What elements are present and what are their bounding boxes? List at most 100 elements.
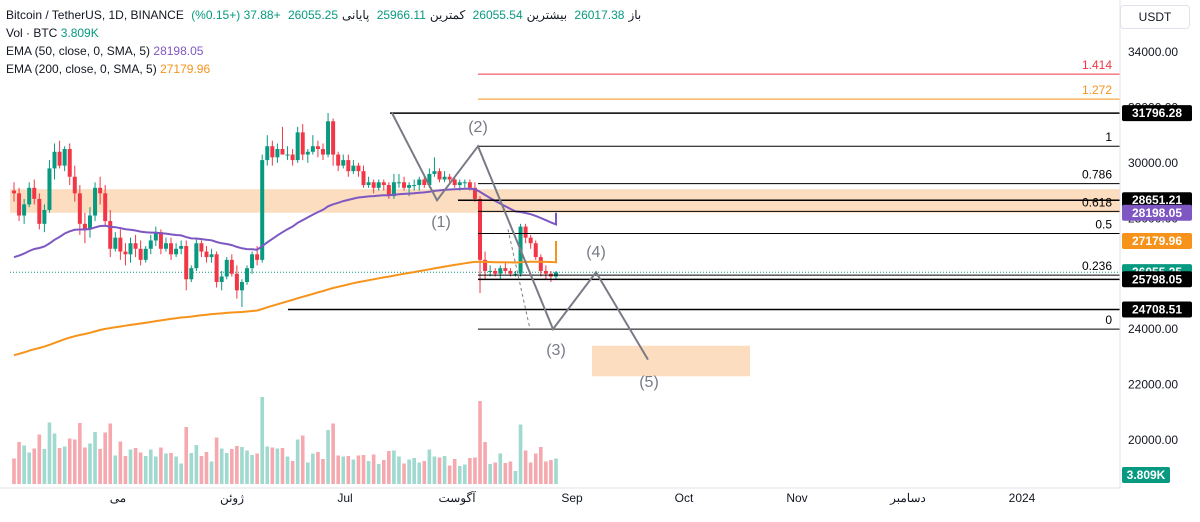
- volume-bar: [397, 456, 401, 484]
- volume-bar: [346, 456, 351, 484]
- candle-body: [391, 182, 396, 197]
- candle-body: [103, 193, 108, 222]
- ema50-label: EMA (50, close, 0, SMA, 5): [6, 44, 151, 58]
- volume-bar: [422, 461, 427, 484]
- volume-bar: [255, 453, 259, 484]
- volume-bar: [240, 447, 244, 484]
- candle-body: [123, 251, 128, 255]
- candle-body: [98, 187, 103, 194]
- volume-bar: [93, 432, 97, 484]
- candle-body: [331, 121, 336, 155]
- candle-body: [427, 173, 432, 186]
- volume-bar: [42, 449, 47, 484]
- volume-bar: [174, 456, 178, 484]
- ema200-line: [13, 241, 557, 357]
- candle-body: [239, 282, 244, 291]
- volume-bar: [549, 460, 553, 484]
- candle-body: [457, 182, 462, 186]
- volume-bar: [351, 459, 356, 484]
- volume-bar: [219, 448, 224, 484]
- price-tick-label: 30000.00: [1128, 156, 1178, 170]
- price-label-text: 24708.51: [1132, 303, 1182, 317]
- volume-bar: [128, 449, 133, 484]
- volume-bar: [468, 458, 472, 484]
- volume-bar: [159, 447, 163, 484]
- candle-body: [42, 209, 47, 224]
- candle-body: [326, 121, 331, 155]
- volume-bar: [417, 462, 422, 484]
- candle-body: [356, 165, 361, 172]
- volume-bar: [57, 448, 62, 484]
- candle-body: [87, 215, 92, 230]
- candle-body: [467, 182, 472, 188]
- candle-body: [376, 182, 381, 188]
- candle-body: [265, 146, 270, 161]
- volume-bar: [336, 455, 340, 484]
- volume-label-box: [1122, 467, 1170, 483]
- fib-level-label: 1.272: [1082, 83, 1112, 97]
- volume-bar: [103, 432, 107, 484]
- volume-bar: [235, 446, 239, 484]
- chart-legend: Bitcoin / TetherUS, 1D, BINANCE باز26017…: [6, 6, 645, 78]
- volume-bar: [412, 458, 416, 484]
- close-label: پایانی: [342, 8, 370, 22]
- candle-body: [543, 270, 548, 274]
- candle-body: [381, 182, 386, 186]
- volume-bar: [508, 461, 513, 484]
- candle-body: [407, 185, 412, 188]
- fibonacci-retracement[interactable]: 1.414 1.272 1 0.786 0.618 0.5 0.236 0: [288, 58, 1120, 330]
- elliott-wave-pattern[interactable]: (1) (2) (3) (4) (5): [391, 112, 659, 391]
- candle-body: [72, 176, 77, 194]
- price-label-box: [1122, 233, 1192, 250]
- legend-ohlc-row: Bitcoin / TetherUS, 1D, BINANCE باز26017…: [6, 6, 645, 24]
- candle-body: [554, 272, 558, 277]
- candle-body: [361, 171, 366, 186]
- volume-bar: [143, 456, 148, 484]
- candle-body: [498, 268, 503, 274]
- candle-body: [250, 254, 255, 269]
- legend-volume-row[interactable]: Vol · BTC 3.809K: [6, 24, 645, 42]
- volume-bar: [164, 453, 168, 484]
- volume-bar: [427, 449, 432, 484]
- low-label: کمترین: [429, 8, 466, 22]
- candle-body: [93, 187, 98, 216]
- symbol-title[interactable]: Bitcoin / TetherUS, 1D, BINANCE: [6, 8, 184, 22]
- time-tick-label: Nov: [786, 491, 807, 505]
- candle-body: [275, 149, 280, 158]
- currency-button[interactable]: USDT: [1120, 5, 1190, 29]
- volume-bar: [37, 434, 42, 484]
- candle-body: [189, 268, 194, 280]
- candle-body: [108, 221, 113, 249]
- volume-bar: [83, 447, 87, 484]
- volume-label-text: 3.809K: [1127, 468, 1166, 482]
- candle-body: [184, 246, 189, 280]
- ema200-value: 27179.96: [160, 62, 211, 76]
- price-label-box: [1122, 105, 1192, 122]
- volume-bar: [523, 450, 528, 484]
- fib-level-label: 0.618: [1082, 195, 1112, 209]
- wave-projection: [507, 229, 531, 330]
- candle-body: [229, 259, 234, 274]
- high-label: بیشترین: [526, 8, 568, 22]
- candle-body: [27, 187, 32, 205]
- candle-body: [82, 223, 87, 230]
- time-axis[interactable]: می ژوئن Jul آگوست Sep Oct Nov دسامبر 2024: [0, 487, 1120, 505]
- candle-body: [386, 185, 391, 197]
- volume-bar: [503, 463, 508, 484]
- price-tick-label: 24000.00: [1128, 322, 1178, 336]
- low-value: 25966.11: [376, 8, 426, 22]
- volume-bar: [230, 449, 234, 484]
- volume-bar: [260, 397, 265, 484]
- candle-body: [143, 248, 148, 260]
- volume-bar: [285, 456, 290, 484]
- volume-bar: [47, 422, 52, 484]
- legend-ema200-row[interactable]: EMA (200, close, 0, SMA, 5) 27179.96: [6, 60, 645, 78]
- fib-level-label: 1: [1105, 130, 1112, 144]
- time-tick-label: می: [110, 491, 126, 505]
- candle-body: [300, 132, 305, 155]
- legend-ema50-row[interactable]: EMA (50, close, 0, SMA, 5) 28198.05: [6, 42, 645, 60]
- price-tick-label: 34000.00: [1128, 45, 1178, 59]
- high-value: 26055.54: [472, 8, 523, 22]
- candle-body: [341, 160, 346, 166]
